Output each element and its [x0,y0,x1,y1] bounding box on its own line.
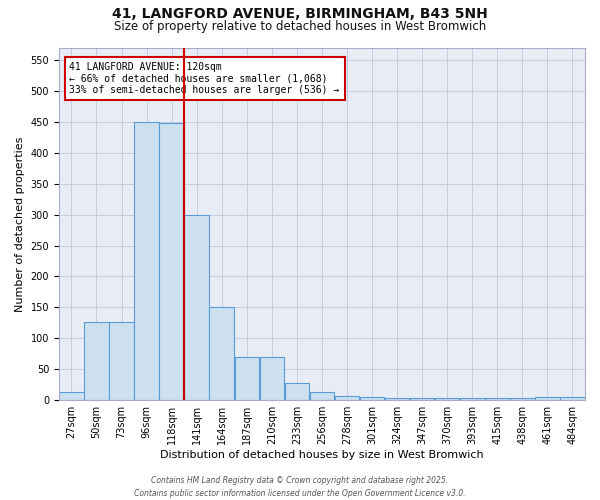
Bar [284,383,309,400]
Bar [109,322,134,400]
Bar [485,398,509,400]
Text: 41, LANGFORD AVENUE, BIRMINGHAM, B43 5NH: 41, LANGFORD AVENUE, BIRMINGHAM, B43 5NH [112,8,488,22]
Bar [260,357,284,400]
Bar [235,357,259,400]
Text: Contains HM Land Registry data © Crown copyright and database right 2025.
Contai: Contains HM Land Registry data © Crown c… [134,476,466,498]
Bar [59,392,84,400]
Bar [310,392,334,400]
Bar [360,397,385,400]
Bar [209,308,234,400]
Text: 41 LANGFORD AVENUE: 120sqm
← 66% of detached houses are smaller (1,068)
33% of s: 41 LANGFORD AVENUE: 120sqm ← 66% of deta… [70,62,340,95]
X-axis label: Distribution of detached houses by size in West Bromwich: Distribution of detached houses by size … [160,450,484,460]
Bar [160,123,184,400]
Bar [560,397,585,400]
Bar [134,122,159,400]
Bar [385,398,409,400]
Bar [335,396,359,400]
Text: Size of property relative to detached houses in West Bromwich: Size of property relative to detached ho… [114,20,486,33]
Y-axis label: Number of detached properties: Number of detached properties [15,136,25,312]
Bar [435,398,460,400]
Bar [84,322,109,400]
Bar [460,398,485,400]
Bar [410,398,434,400]
Bar [184,214,209,400]
Bar [510,398,535,400]
Bar [535,397,560,400]
